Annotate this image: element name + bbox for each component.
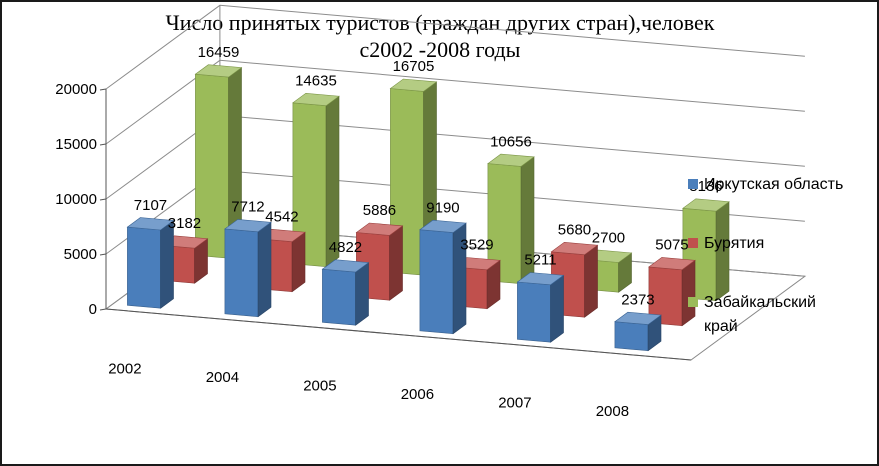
bar-top-face (516, 272, 565, 286)
bar-front-face (224, 228, 259, 318)
bar-top-face (321, 259, 370, 273)
data-label: 5680 (558, 221, 591, 238)
x-tick-label: 2004 (206, 369, 239, 386)
bar-top-face (355, 222, 404, 236)
legend: Иркутская область Бурятия Забайкальский кра… (688, 176, 843, 335)
bar-side-face (681, 259, 696, 327)
bar-side-face (584, 244, 598, 318)
data-label: 5075 (655, 237, 688, 254)
bar-top-face (194, 64, 243, 78)
bar-top-face (550, 241, 599, 256)
y-tick-label: 0 (89, 301, 97, 318)
legend-label: Иркутская область (704, 176, 843, 193)
data-label: 5211 (524, 252, 556, 269)
bar (516, 272, 565, 343)
y-tick-mark (99, 308, 107, 311)
bar-side-face (257, 221, 272, 318)
bar-top-face (126, 217, 175, 231)
bar-top-face (682, 198, 730, 212)
bar-top-face (292, 92, 340, 107)
x-tick-label: 2002 (108, 360, 141, 377)
bar-side-face (291, 231, 306, 293)
x-axis-line (105, 308, 692, 361)
data-label: 14635 (295, 72, 337, 89)
y-tick-mark (99, 253, 107, 256)
bar-side-face (355, 262, 369, 326)
bar (648, 257, 696, 327)
gridline-15000 (105, 59, 805, 145)
bar-side-face (389, 225, 403, 301)
legend-swatch (688, 179, 698, 189)
legend-label: Бурятия (704, 235, 764, 252)
legend-swatch (688, 238, 698, 248)
bar (614, 311, 662, 352)
bar-front-face (127, 226, 161, 309)
data-label: 9190 (426, 199, 459, 216)
chart-title-line1: Число принятых туристов (граждан других … (165, 10, 714, 35)
data-label: 7107 (134, 197, 167, 214)
y-tick-label: 15000 (55, 136, 97, 153)
bar-top-face (614, 311, 662, 325)
chart-title-line2: с2002 -2008 годы (360, 37, 521, 62)
data-label: 3529 (460, 237, 493, 254)
bar-top-face (419, 219, 467, 233)
gridline-20000 (105, 4, 805, 90)
data-label: 2700 (592, 229, 625, 246)
y-tick-mark (99, 88, 107, 91)
bar (126, 217, 175, 309)
data-label: 16705 (393, 58, 435, 75)
bar-front-face (322, 268, 356, 326)
y-tick-label: 10000 (55, 191, 97, 208)
data-label: 2373 (621, 291, 654, 308)
bar-top-face (389, 78, 438, 92)
bar-side-face (160, 219, 174, 309)
bar-front-face (614, 321, 649, 352)
data-label: 7712 (231, 199, 264, 216)
legend-label: Забайкальский (704, 294, 816, 311)
y-tick-label: 20000 (55, 81, 97, 98)
y-tick-label: 5000 (64, 246, 97, 263)
x-tick-label: 2007 (498, 394, 531, 411)
bar-top-face (224, 219, 272, 233)
data-label: 16459 (198, 44, 240, 61)
x-tick-label: 2008 (596, 403, 629, 420)
bar-top-face (648, 257, 696, 271)
bar-top-face (487, 153, 535, 167)
y-axis: 0 5000 10000 15000 20000 (55, 81, 107, 318)
bar (487, 153, 535, 285)
x-axis: 2002 2004 2005 2006 2007 2008 (105, 308, 692, 420)
legend-label: край (704, 318, 738, 335)
bar (292, 92, 340, 268)
bar (224, 219, 272, 318)
bar-front-face (517, 281, 551, 343)
bar-side-face (550, 274, 564, 343)
data-label: 3182 (168, 215, 201, 232)
bar-front-face (419, 229, 454, 335)
data-label: 4542 (265, 209, 298, 226)
data-label: 10656 (490, 133, 532, 150)
bars-layer (126, 64, 730, 352)
data-label: 5886 (363, 202, 396, 219)
y-tick-mark (99, 143, 107, 146)
y-tick-mark (99, 198, 107, 201)
x-tick-label: 2005 (303, 377, 336, 394)
bar (419, 219, 467, 335)
x-tick-label: 2006 (401, 386, 434, 403)
bar (321, 259, 370, 326)
legend-swatch (688, 297, 698, 307)
data-label: 4822 (329, 239, 362, 256)
